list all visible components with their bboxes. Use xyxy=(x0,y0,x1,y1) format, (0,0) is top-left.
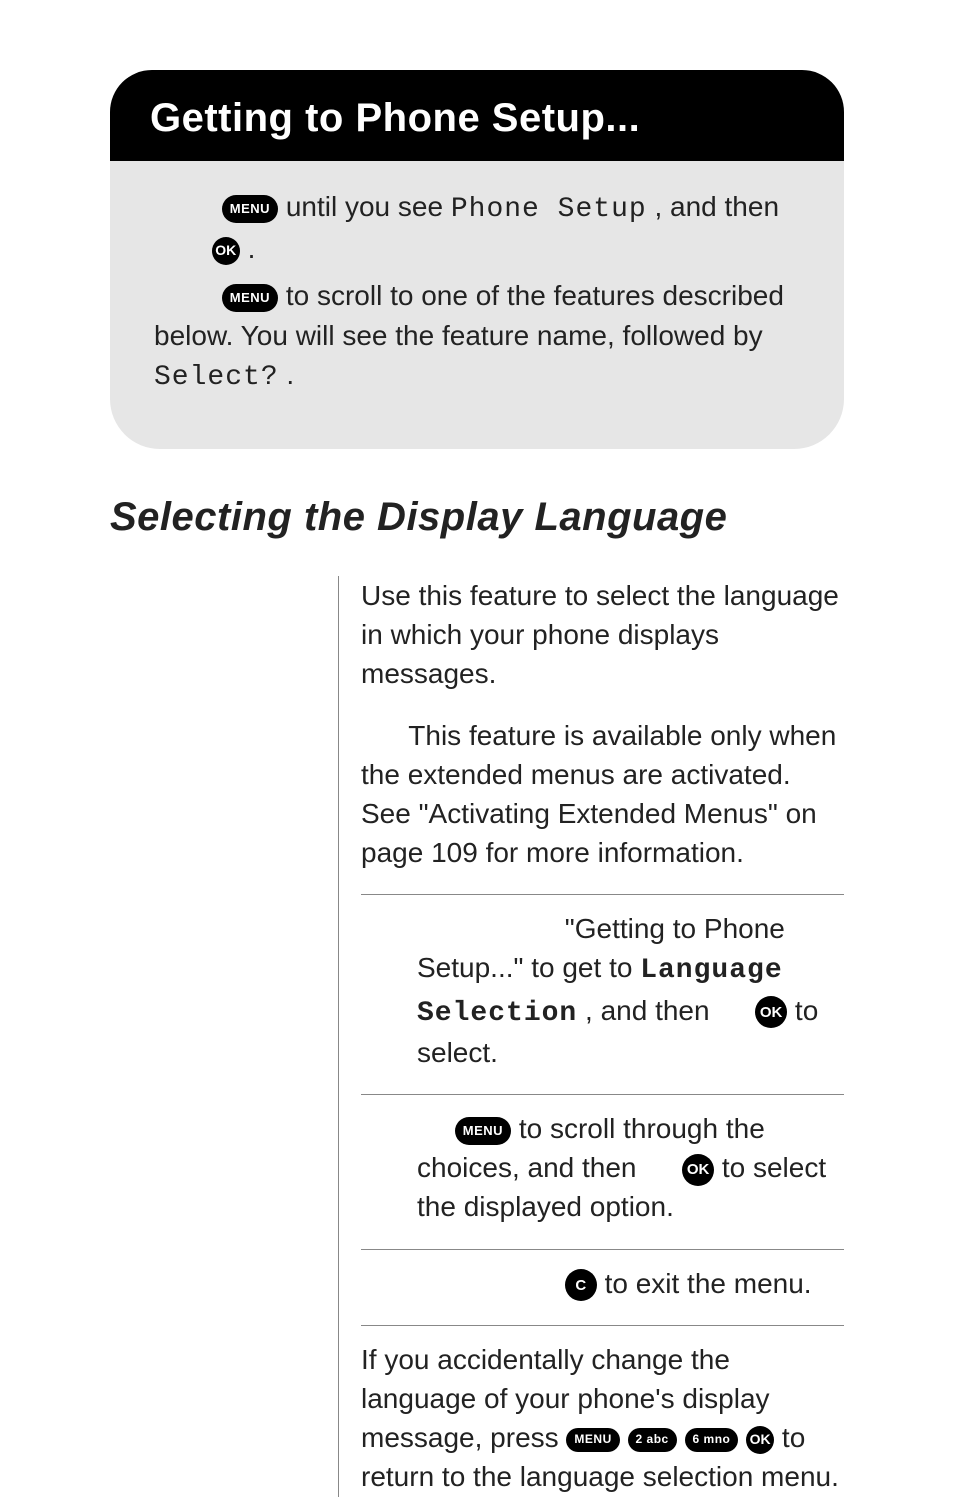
body-p1: Use this feature to select the language … xyxy=(361,576,844,694)
menu-icon: MENU xyxy=(455,1117,511,1145)
gray-line-2: MENU to scroll to one of the features de… xyxy=(154,276,800,397)
ok-icon: OK xyxy=(212,237,240,265)
rule-4 xyxy=(361,1325,844,1326)
body-p2-text: This feature is available only when the … xyxy=(361,720,836,869)
rule-2 xyxy=(361,1094,844,1095)
step-2: MENU to scroll through the choices, and … xyxy=(417,1109,844,1227)
gray-line1-a: until you see xyxy=(286,191,451,222)
page-header: Getting to Phone Setup... xyxy=(150,96,804,141)
body-p2: This feature is available only when the … xyxy=(361,716,844,873)
rule-3 xyxy=(361,1249,844,1250)
menu-icon: MENU xyxy=(222,195,278,223)
body-last: If you accidentally change the language … xyxy=(361,1340,844,1497)
step-3: C to exit the menu. xyxy=(417,1264,844,1303)
step-1: "Getting to Phone Setup..." to get to La… xyxy=(417,909,844,1072)
lcd-select: Select? xyxy=(154,362,279,393)
instruction-gray-box: MENU until you see Phone Setup , and the… xyxy=(110,161,844,449)
body-column: Use this feature to select the language … xyxy=(338,576,844,1497)
gray-line1-c: . xyxy=(248,233,256,264)
menu-icon: MENU xyxy=(566,1428,619,1452)
header-black-box: Getting to Phone Setup... xyxy=(110,70,844,161)
rule-1 xyxy=(361,894,844,895)
section-title: Selecting the Display Language xyxy=(110,495,844,540)
menu-icon: MENU xyxy=(222,284,278,312)
lcd-phone-setup: Phone Setup xyxy=(451,194,647,225)
gray-line-1: MENU until you see Phone Setup , and the… xyxy=(154,187,800,268)
ok-icon: OK xyxy=(682,1154,714,1186)
gray-line1-b: , and then xyxy=(654,191,779,222)
six-icon: 6 mno xyxy=(685,1428,739,1452)
ok-icon: OK xyxy=(746,1426,774,1454)
gray-line2-b: . xyxy=(286,359,294,390)
step1-b: , and then xyxy=(585,995,717,1026)
step3-a: to exit the menu. xyxy=(605,1268,812,1299)
two-icon: 2 abc xyxy=(628,1428,677,1452)
c-icon: C xyxy=(565,1269,597,1301)
ok-icon: OK xyxy=(755,996,787,1028)
